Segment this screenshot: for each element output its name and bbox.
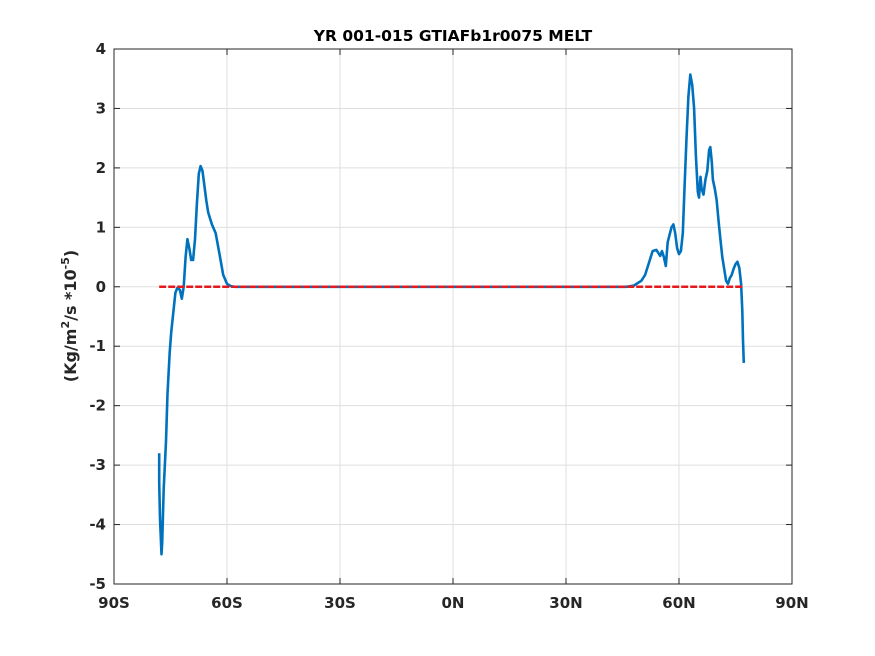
y-tick-label: 3 <box>96 99 106 117</box>
x-tick-label: 30S <box>324 594 356 612</box>
y-tick-label: 1 <box>96 218 106 236</box>
x-tick-label: 90N <box>775 594 808 612</box>
y-tick-labels: 4 3 2 1 0 -1 -2 -3 -4 -5 <box>89 40 106 593</box>
series-layer <box>157 73 746 556</box>
x-tick-label: 0N <box>442 594 465 612</box>
x-tick-label: 60S <box>211 594 243 612</box>
y-tick-label: -2 <box>89 397 106 415</box>
tick-marks <box>113 48 793 585</box>
y-axis-label: (Kg/m2/s *10-5) <box>59 250 80 382</box>
y-tick-label: 0 <box>96 278 106 296</box>
x-tick-label: 30N <box>549 594 582 612</box>
y-tick-label: 4 <box>96 40 106 58</box>
chart-title: YR 001-015 GTIAFb1r0075 MELT <box>313 27 593 45</box>
x-tick-label: 90S <box>98 594 130 612</box>
y-tick-label: -3 <box>89 456 106 474</box>
x-tick-label: 60N <box>662 594 695 612</box>
y-tick-label: -5 <box>89 575 106 593</box>
y-tick-label: -1 <box>89 337 106 355</box>
x-tick-labels: 90S 60S 30S 0N 30N 60N 90N <box>98 594 809 612</box>
y-tick-label: 2 <box>96 159 106 177</box>
y-tick-label: -4 <box>89 516 106 534</box>
melt-line-series <box>157 73 746 556</box>
